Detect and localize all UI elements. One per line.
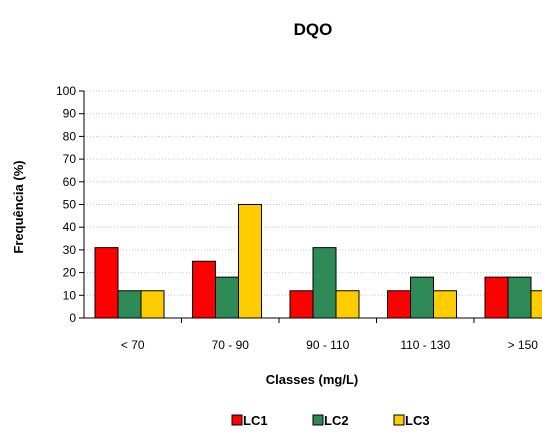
bar-lc2-1 — [215, 276, 239, 319]
y-tick-labels: 0 10 20 30 40 50 60 70 80 90 100 — [56, 84, 76, 325]
bar-lc1-3 — [387, 290, 411, 319]
chart-title: DQO — [294, 20, 333, 39]
bar-lc1-2 — [289, 290, 314, 319]
legend-swatch-lc1 — [231, 414, 243, 426]
y-tick-label-30: 30 — [63, 243, 77, 257]
bars — [94, 204, 542, 319]
bar-lc1-1 — [192, 260, 216, 319]
legend-label-lc2: LC2 — [324, 413, 349, 428]
x-axis-label: Classes (mg/L) — [266, 372, 358, 387]
y-tick-label-100: 100 — [56, 84, 76, 98]
bar-lc3-3 — [433, 290, 457, 319]
legend-label-lc3: LC3 — [405, 413, 430, 428]
grid-lines — [84, 90, 542, 296]
bar-lc2-2 — [312, 247, 337, 319]
y-axis-label: Frequência (%) — [11, 160, 26, 253]
axes — [79, 90, 542, 323]
legend: LC1 LC2 LC3 — [231, 413, 430, 428]
x-tick-label-2: 90 - 110 — [306, 338, 349, 352]
bar-lc2-3 — [410, 276, 434, 319]
bar-lc1-0 — [94, 247, 119, 319]
y-tick-label-50: 50 — [63, 198, 77, 212]
x-tick-label-0: < 70 — [121, 338, 145, 352]
legend-label-lc1: LC1 — [243, 413, 268, 428]
bar-lc3-2 — [335, 290, 360, 319]
y-tick-label-0: 0 — [69, 311, 76, 325]
y-tick-label-80: 80 — [63, 129, 77, 143]
y-tick-label-40: 40 — [63, 220, 77, 234]
y-tick-label-70: 70 — [63, 152, 77, 166]
x-tick-label-4: > 150 — [508, 338, 539, 352]
legend-swatch-lc3 — [393, 414, 405, 426]
bar-lc3-1 — [238, 204, 262, 319]
bar-lc2-0 — [117, 290, 142, 319]
bar-lc3-0 — [140, 290, 165, 319]
x-tick-label-3: 110 - 130 — [400, 338, 450, 352]
bar-lc3-4 — [530, 290, 542, 319]
y-tick-label-90: 90 — [63, 107, 77, 121]
y-tick-label-60: 60 — [63, 175, 77, 189]
x-tick-labels: < 70 70 - 90 90 - 110 110 - 130 > 150 — [121, 338, 538, 352]
legend-swatch-lc2 — [312, 414, 324, 426]
y-tick-label-10: 10 — [63, 288, 77, 302]
bar-lc1-4 — [484, 276, 509, 319]
bar-lc2-4 — [507, 276, 532, 319]
x-tick-label-1: 70 - 90 — [212, 338, 250, 352]
y-tick-label-20: 20 — [63, 266, 77, 280]
